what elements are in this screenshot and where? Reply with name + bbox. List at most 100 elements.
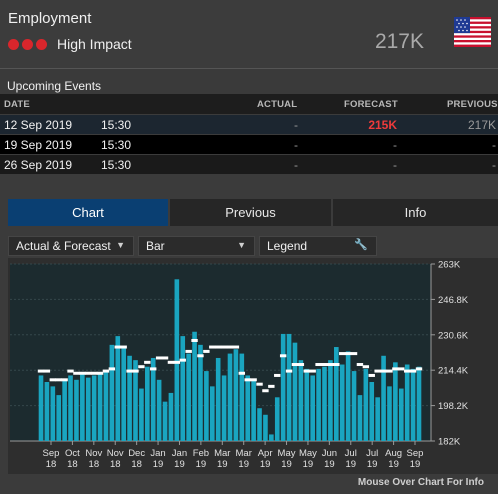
forecast-marker	[398, 367, 405, 371]
forecast-marker	[350, 352, 358, 356]
bar	[410, 368, 416, 441]
forecast-marker	[262, 389, 269, 393]
view-tabs: Chart Previous Info	[8, 199, 498, 226]
x-tick-year-label: 19	[174, 459, 185, 470]
bar	[292, 342, 298, 441]
forecast-marker	[161, 356, 169, 360]
forecast-marker	[274, 373, 281, 377]
bar	[215, 357, 221, 441]
column-forecast: FORECAST	[344, 99, 398, 110]
row-previous: -	[492, 138, 496, 152]
series-dropdown-label: Actual & Forecast	[16, 239, 111, 253]
column-previous: PREVIOUS	[447, 99, 498, 110]
forecast-marker	[55, 378, 62, 382]
chart-type-dropdown[interactable]: Bar ▼	[138, 236, 255, 256]
impact-dot-icon	[8, 38, 19, 50]
forecast-marker	[191, 338, 198, 342]
chart-type-dropdown-label: Bar	[146, 239, 165, 253]
y-tick-label: 198.2K	[438, 401, 469, 412]
forecast-marker	[403, 369, 411, 373]
forecast-marker	[73, 371, 80, 375]
bar	[263, 414, 268, 441]
x-tick-year-label: 18	[110, 459, 121, 470]
forecast-marker	[362, 365, 370, 369]
bar	[345, 351, 351, 441]
row-forecast: -	[393, 138, 397, 152]
row-time: 15:30	[101, 138, 132, 152]
table-row[interactable]: 19 Sep 2019 15:30 - - -	[0, 135, 498, 154]
row-actual: -	[294, 158, 298, 172]
table-row[interactable]: 12 Sep 2019 15:30 - 215K 217K	[0, 115, 498, 134]
bar	[381, 355, 386, 441]
x-tick-year-label: 18	[89, 459, 100, 470]
bar	[221, 375, 227, 441]
forecast-marker	[108, 367, 116, 371]
forecast-marker	[285, 369, 293, 373]
bar	[50, 386, 56, 441]
legend-button[interactable]: Legend 🔧	[259, 236, 377, 256]
bar	[304, 368, 310, 441]
bar	[239, 353, 245, 441]
employment-bar-chart[interactable]: 263K246.8K230.6K214.4K198.2K182KSep18Oct…	[8, 258, 498, 474]
x-tick-label: Jul	[366, 448, 378, 459]
forecast-marker	[132, 369, 139, 373]
forecast-marker	[226, 345, 234, 349]
indicator-header: Employment High Impact 217K	[0, 0, 498, 68]
bar	[286, 333, 292, 441]
table-row[interactable]: 26 Sep 2019 15:30 - - -	[0, 155, 498, 174]
bar	[227, 353, 233, 441]
forecast-marker	[244, 378, 251, 382]
x-tick-label: Aug	[385, 448, 402, 459]
forecast-marker	[327, 363, 334, 367]
tab-previous[interactable]: Previous	[170, 199, 333, 226]
forecast-marker	[90, 371, 98, 375]
tab-chart[interactable]: Chart	[8, 199, 170, 226]
bar	[251, 379, 256, 441]
tab-info[interactable]: Info	[333, 199, 498, 226]
bar	[150, 357, 156, 441]
forecast-marker	[209, 345, 216, 349]
impact-label: High Impact	[57, 36, 132, 52]
forecast-marker	[291, 363, 299, 367]
forecast-marker	[303, 369, 310, 373]
bar	[363, 368, 369, 441]
forecast-marker	[114, 345, 121, 349]
forecast-marker	[102, 369, 110, 373]
forecast-marker	[214, 345, 222, 349]
row-forecast: -	[393, 158, 397, 172]
x-tick-year-label: 19	[260, 459, 271, 470]
bar	[192, 331, 197, 441]
chart-panel[interactable]: 263K 246.8K 230.6K 214.4K 198.2K 182K Sep 18 Oct…	[8, 258, 498, 474]
upcoming-events-header: Upcoming Events	[0, 68, 498, 94]
bar	[180, 336, 186, 441]
series-dropdown[interactable]: Actual & Forecast ▼	[8, 236, 134, 256]
row-actual: -	[294, 118, 298, 132]
legend-button-label: Legend	[267, 239, 308, 253]
row-actual: -	[294, 138, 298, 152]
x-tick-year-label: 19	[388, 459, 399, 470]
forecast-marker	[344, 352, 352, 356]
forecast-marker	[380, 369, 387, 373]
forecast-marker	[321, 363, 328, 367]
forecast-marker	[309, 369, 316, 373]
forecast-marker	[173, 360, 181, 364]
x-tick-label: Dec	[128, 448, 145, 459]
x-tick-year-label: 19	[303, 459, 314, 470]
forecast-marker	[279, 354, 287, 358]
x-tick-year-label: 19	[196, 459, 207, 470]
forecast-marker	[37, 369, 45, 373]
bar	[198, 344, 203, 441]
bar	[393, 362, 398, 441]
forecast-marker	[356, 363, 364, 367]
bar	[74, 379, 79, 441]
forecast-marker	[67, 369, 74, 373]
bar	[156, 379, 162, 441]
x-tick-label: May	[299, 448, 317, 459]
chevron-down-icon: ▼	[237, 240, 246, 250]
forecast-marker	[415, 367, 423, 371]
x-tick-label: Feb	[193, 448, 209, 459]
bar	[68, 375, 73, 441]
forecast-marker	[79, 371, 86, 375]
forecast-marker	[49, 378, 57, 382]
bar	[109, 344, 115, 441]
